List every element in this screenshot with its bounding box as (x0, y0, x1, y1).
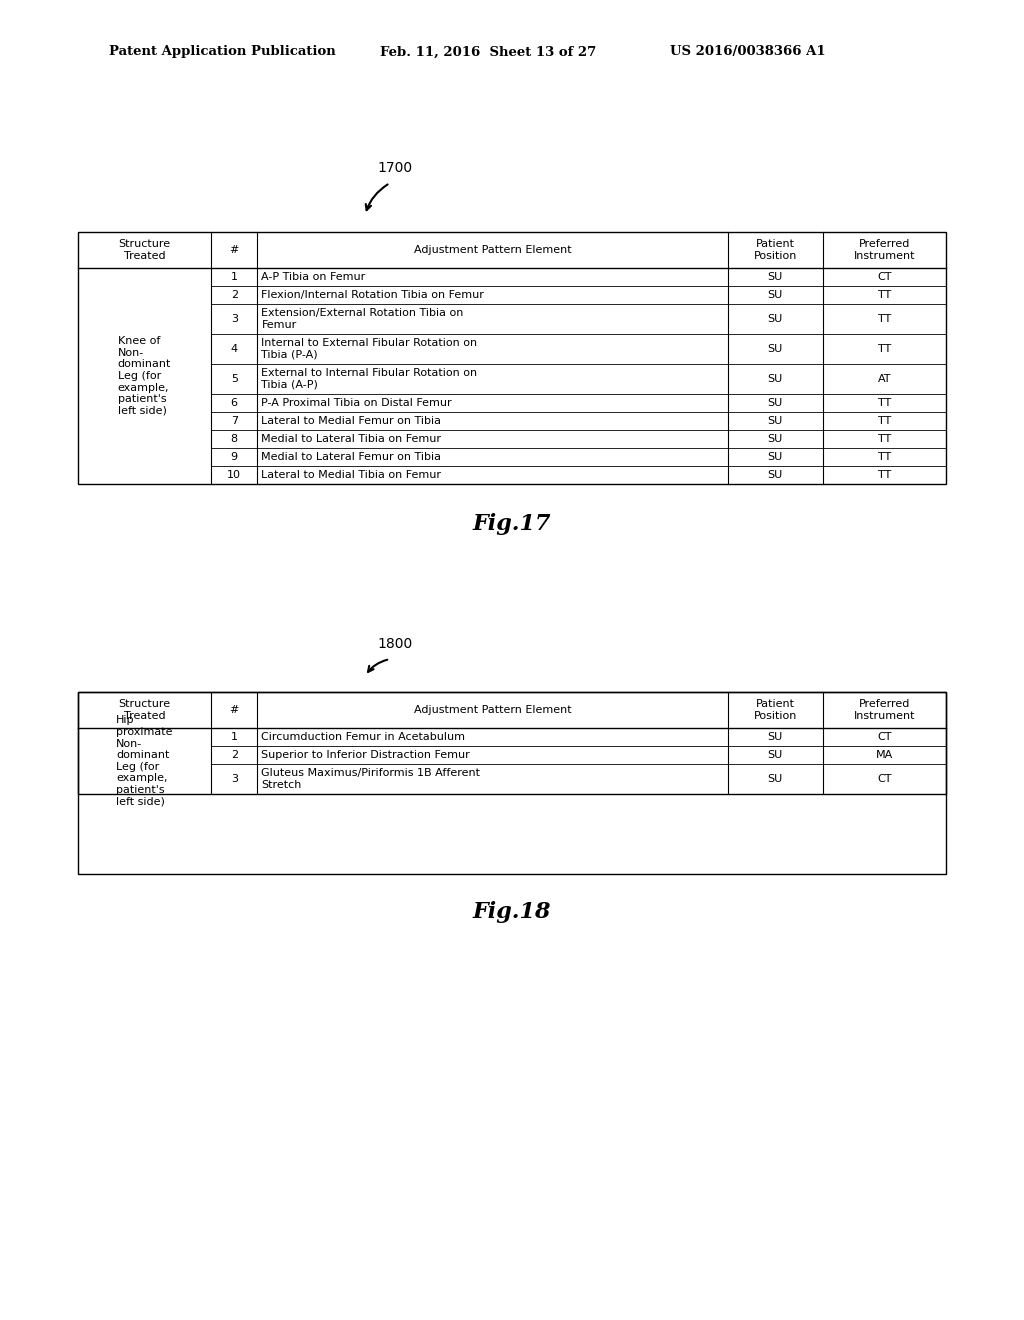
Text: 7: 7 (230, 416, 238, 426)
Text: A-P Tibia on Femur: A-P Tibia on Femur (261, 272, 366, 282)
Text: Preferred
Instrument: Preferred Instrument (854, 700, 915, 721)
Text: 8: 8 (230, 434, 238, 444)
Text: #: # (229, 246, 239, 255)
Text: TT: TT (878, 416, 891, 426)
Text: External to Internal Fibular Rotation on
Tibia (A-P): External to Internal Fibular Rotation on… (261, 368, 477, 389)
Text: TT: TT (878, 451, 891, 462)
Text: Internal to External Fibular Rotation on
Tibia (P-A): Internal to External Fibular Rotation on… (261, 338, 477, 360)
Text: SU: SU (768, 434, 783, 444)
Text: Circumduction Femur in Acetabulum: Circumduction Femur in Acetabulum (261, 733, 465, 742)
Text: Patient
Position: Patient Position (754, 700, 797, 721)
Text: TT: TT (878, 470, 891, 480)
Bar (78, 232, 946, 484)
Text: SU: SU (768, 399, 783, 408)
Text: SU: SU (768, 733, 783, 742)
Text: Structure
Treated: Structure Treated (119, 239, 171, 261)
Text: Extension/External Rotation Tibia on
Femur: Extension/External Rotation Tibia on Fem… (261, 308, 464, 330)
Text: Knee of
Non-
dominant
Leg (for
example,
patient's
left side): Knee of Non- dominant Leg (for example, … (118, 337, 171, 416)
Text: P-A Proximal Tibia on Distal Femur: P-A Proximal Tibia on Distal Femur (261, 399, 452, 408)
Text: SU: SU (768, 374, 783, 384)
Text: 1700: 1700 (378, 161, 413, 176)
Text: 2: 2 (230, 290, 238, 300)
Text: 1: 1 (230, 733, 238, 742)
Text: 3: 3 (230, 314, 238, 323)
Text: 9: 9 (230, 451, 238, 462)
Text: Medial to Lateral Tibia on Femur: Medial to Lateral Tibia on Femur (261, 434, 441, 444)
Text: 2: 2 (230, 750, 238, 760)
Text: SU: SU (768, 774, 783, 784)
Text: Preferred
Instrument: Preferred Instrument (854, 239, 915, 261)
Text: Adjustment Pattern Element: Adjustment Pattern Element (414, 705, 571, 715)
Bar (78, 692, 946, 874)
Text: 1: 1 (230, 272, 238, 282)
Text: CT: CT (877, 272, 892, 282)
Text: SU: SU (768, 451, 783, 462)
Text: 4: 4 (230, 345, 238, 354)
Text: SU: SU (768, 290, 783, 300)
Text: Structure
Treated: Structure Treated (119, 700, 171, 721)
Text: SU: SU (768, 416, 783, 426)
Text: Lateral to Medial Tibia on Femur: Lateral to Medial Tibia on Femur (261, 470, 441, 480)
Text: Flexion/Internal Rotation Tibia on Femur: Flexion/Internal Rotation Tibia on Femur (261, 290, 484, 300)
Text: Patient
Position: Patient Position (754, 239, 797, 261)
Text: Hip
proximate
Non-
dominant
Leg (for
example,
patient's
left side): Hip proximate Non- dominant Leg (for exa… (117, 715, 173, 807)
Text: TT: TT (878, 399, 891, 408)
Text: AT: AT (878, 374, 891, 384)
Text: SU: SU (768, 314, 783, 323)
Text: 3: 3 (230, 774, 238, 784)
Text: Fig.17: Fig.17 (473, 513, 551, 535)
Text: TT: TT (878, 434, 891, 444)
Text: Superior to Inferior Distraction Femur: Superior to Inferior Distraction Femur (261, 750, 470, 760)
Text: Lateral to Medial Femur on Tibia: Lateral to Medial Femur on Tibia (261, 416, 441, 426)
Text: 1800: 1800 (378, 638, 413, 651)
Text: TT: TT (878, 314, 891, 323)
Text: US 2016/0038366 A1: US 2016/0038366 A1 (670, 45, 825, 58)
Text: CT: CT (877, 733, 892, 742)
Text: SU: SU (768, 345, 783, 354)
Text: Patent Application Publication: Patent Application Publication (109, 45, 336, 58)
Text: 6: 6 (230, 399, 238, 408)
Text: Feb. 11, 2016  Sheet 13 of 27: Feb. 11, 2016 Sheet 13 of 27 (380, 45, 596, 58)
Text: Medial to Lateral Femur on Tibia: Medial to Lateral Femur on Tibia (261, 451, 441, 462)
Text: TT: TT (878, 290, 891, 300)
Text: 10: 10 (227, 470, 242, 480)
Text: 5: 5 (230, 374, 238, 384)
Text: #: # (229, 705, 239, 715)
Text: CT: CT (877, 774, 892, 784)
Text: Gluteus Maximus/Piriformis 1B Afferent
Stretch: Gluteus Maximus/Piriformis 1B Afferent S… (261, 768, 480, 789)
Text: Adjustment Pattern Element: Adjustment Pattern Element (414, 246, 571, 255)
Text: SU: SU (768, 272, 783, 282)
Text: SU: SU (768, 750, 783, 760)
Text: Fig.18: Fig.18 (473, 902, 551, 923)
Bar (78, 692, 946, 795)
Text: TT: TT (878, 345, 891, 354)
Text: MA: MA (876, 750, 893, 760)
Text: SU: SU (768, 470, 783, 480)
